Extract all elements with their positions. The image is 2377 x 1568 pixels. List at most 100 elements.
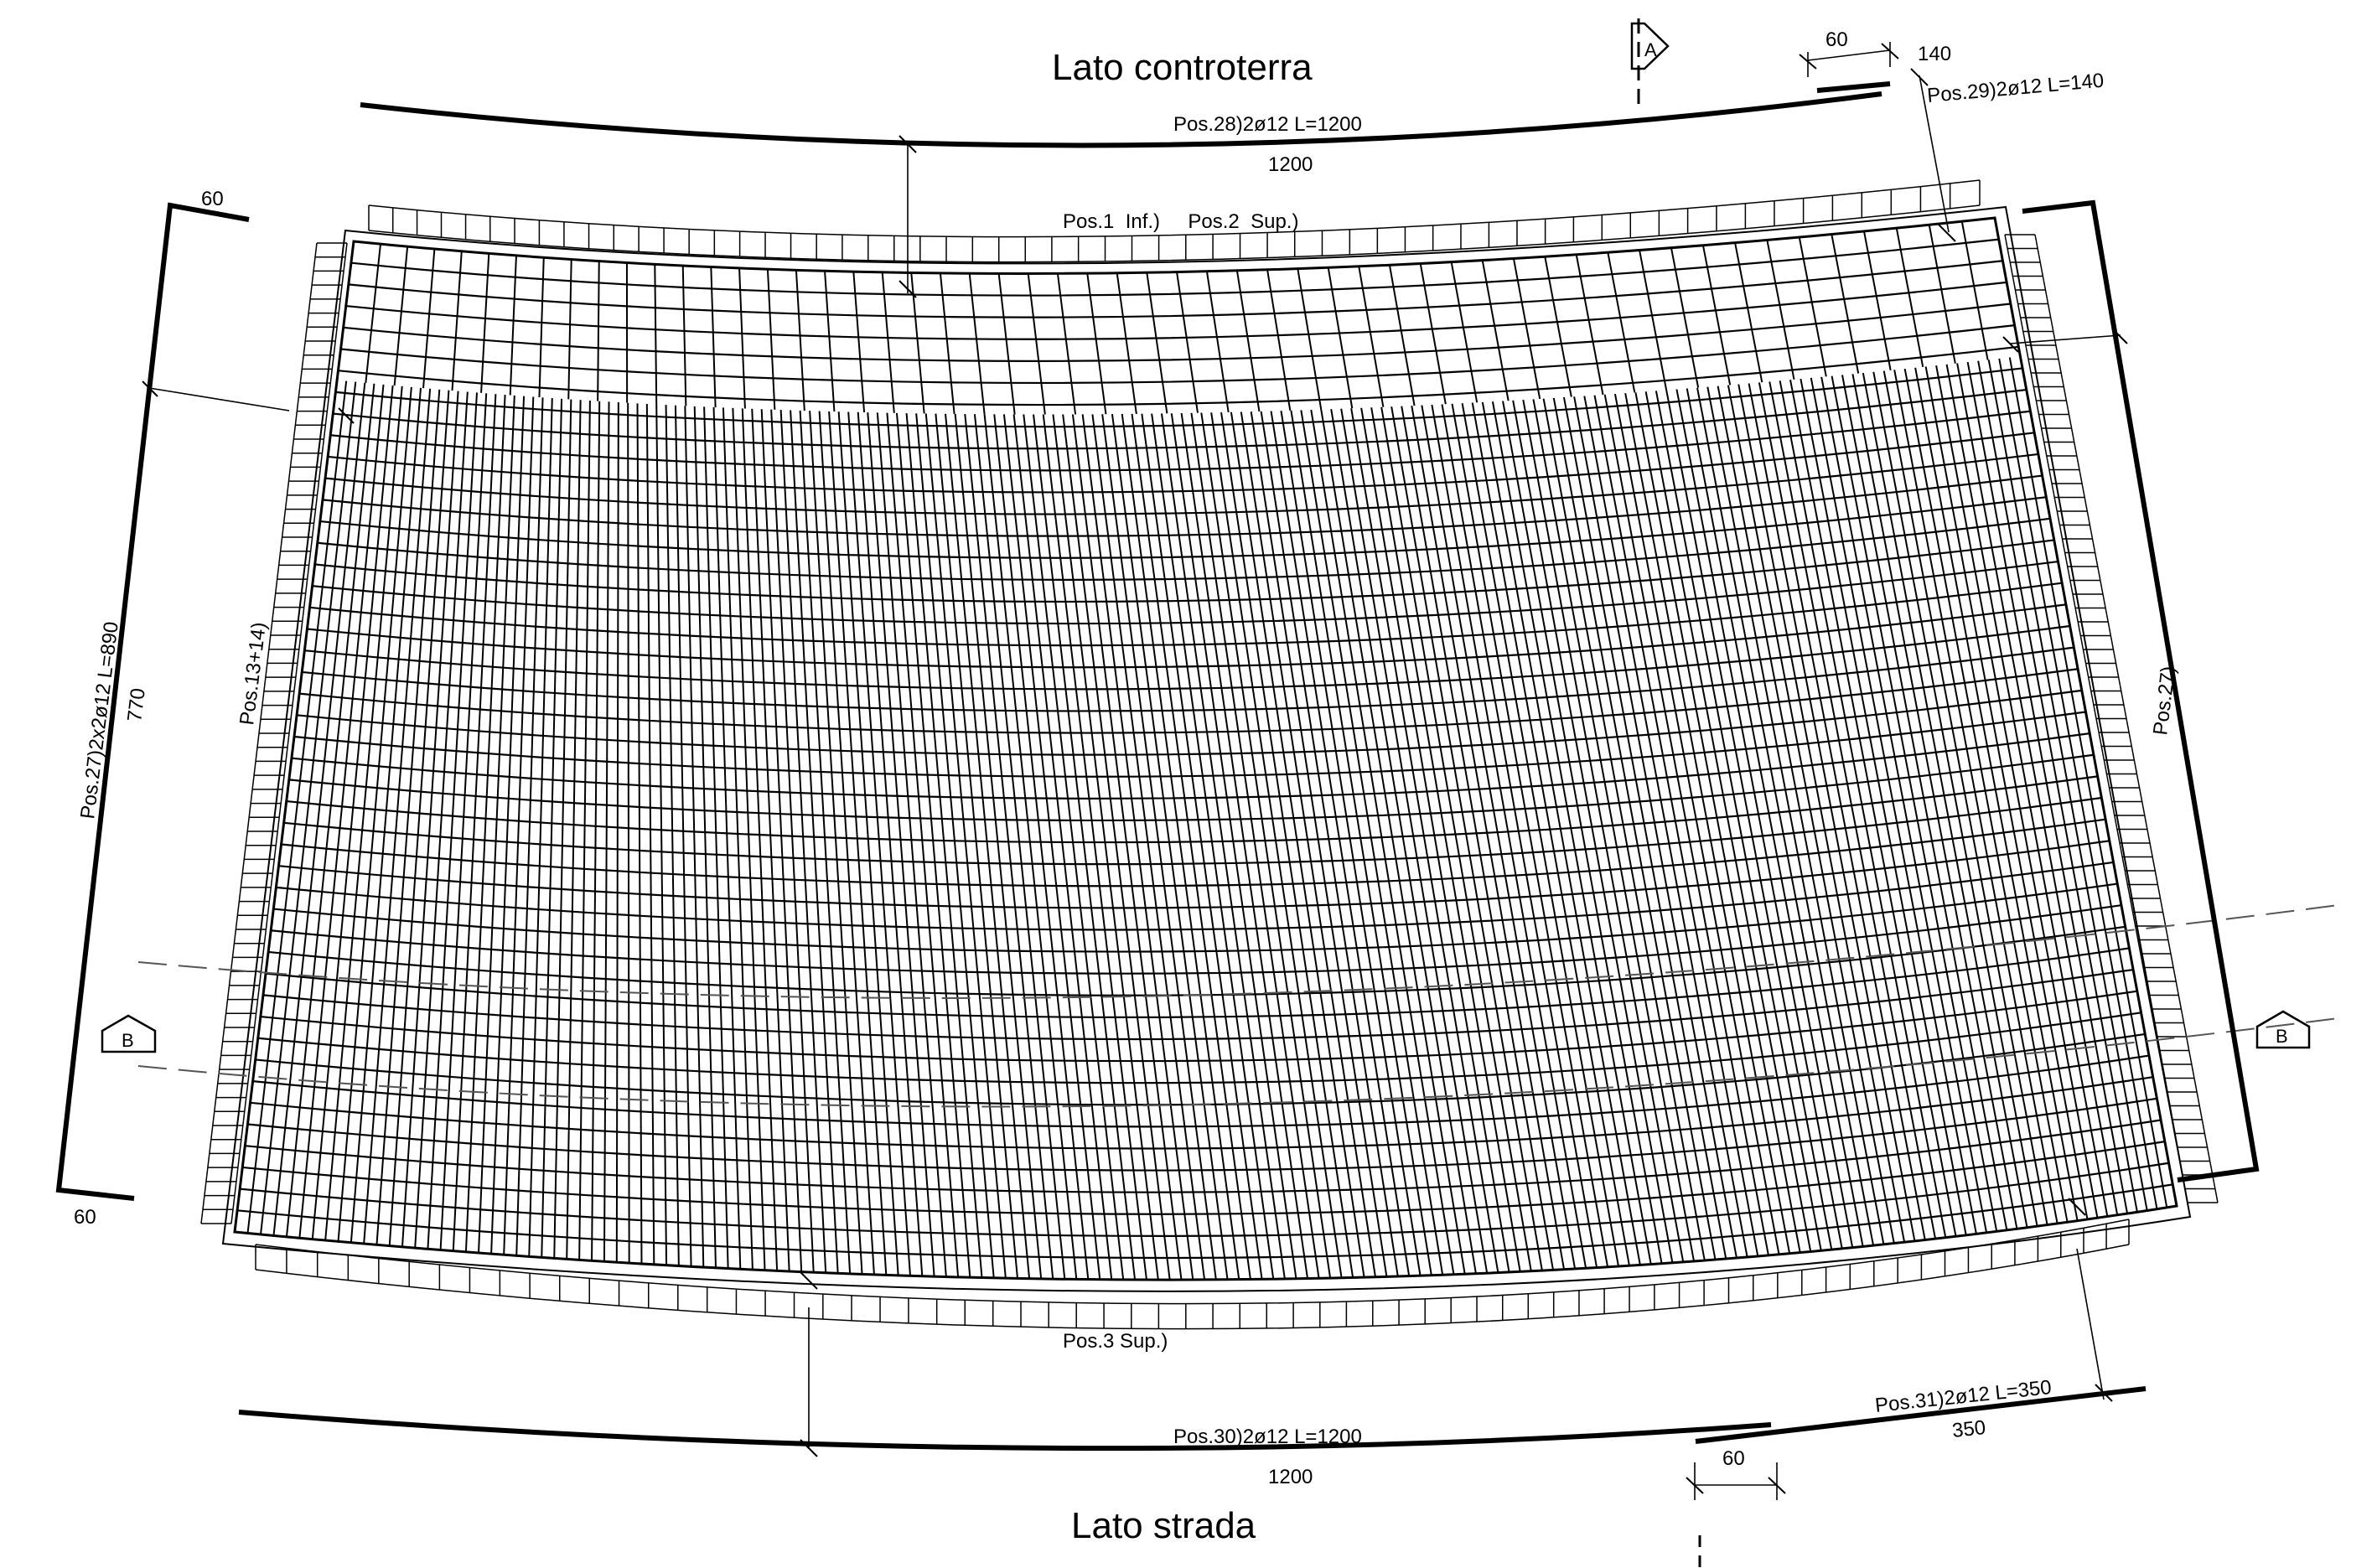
pos28-label: Pos.28)2ø12 L=1200 <box>1173 113 1362 136</box>
rebar-transverse <box>1502 401 1663 1264</box>
pos1-2-label: Pos.1 Inf.) Pos.2 Sup.) <box>1063 210 1298 233</box>
rebar-transverse <box>1862 230 1892 370</box>
hatch-bottom <box>255 1244 2130 1330</box>
rebar-transverse <box>246 380 348 1234</box>
rebar-transverse <box>738 267 746 409</box>
rebar-transverse <box>1862 372 2028 1229</box>
hatch-left <box>230 242 348 1224</box>
rebar-transverse <box>964 413 1054 1280</box>
rebar-transverse <box>285 383 375 1237</box>
rebar-transverse <box>828 411 888 1276</box>
pos30-label: Pos.30)2ø12 L=1200 <box>1173 1426 1362 1448</box>
rebar-transverse <box>1895 227 1924 368</box>
section-marker-b-right-label: B <box>2276 1026 2288 1047</box>
rebar-transverse <box>760 409 803 1272</box>
rebar-transverse <box>365 244 381 383</box>
rebar-transverse <box>1831 375 1998 1232</box>
rebar-transverse <box>452 394 497 1251</box>
rebar-transverse <box>422 249 436 389</box>
slab-outline <box>221 205 2192 1292</box>
rebar-transverse <box>1544 256 1572 397</box>
rebar-transverse <box>1358 266 1385 407</box>
rebar-transverse <box>1419 263 1447 405</box>
rebar-transverse <box>393 246 409 386</box>
rebar-transverse <box>578 400 591 1260</box>
rebar-transverse <box>693 406 717 1268</box>
rebar-transverse <box>924 413 1007 1279</box>
pos31-bar <box>1695 1386 2147 1444</box>
rebar-transverse <box>1441 404 1598 1268</box>
rebar-transverse <box>260 381 357 1235</box>
rebar-transverse <box>1220 411 1354 1278</box>
section-marker-a-label: A <box>1644 39 1657 60</box>
rebar-transverse <box>1141 413 1263 1280</box>
rebar-transverse <box>852 272 866 413</box>
rebar-transverse <box>1903 368 2069 1223</box>
dim-350: 350 <box>1951 1416 1987 1442</box>
rebar-transverse <box>1260 411 1399 1277</box>
rebar-transverse <box>1360 407 1510 1273</box>
rebar-transverse <box>1841 375 2008 1231</box>
rebar-transverse <box>567 259 572 400</box>
rebar-transverse <box>375 389 441 1245</box>
rebar-transverse <box>809 411 863 1275</box>
rebar-transverse <box>1810 377 1977 1234</box>
rebar-transverse <box>1091 414 1206 1281</box>
rebar-transverse <box>414 391 469 1249</box>
rebar-transverse <box>1552 397 1717 1260</box>
rebar-longitudinal <box>302 646 2074 712</box>
hatch-bottom <box>255 1219 2130 1305</box>
rebar-longitudinal <box>348 260 2003 318</box>
section-marker-b-left-label: B <box>122 1030 134 1051</box>
rebar-transverse <box>1327 267 1354 409</box>
rebar-transverse <box>1116 272 1137 414</box>
rebar-transverse <box>1071 414 1183 1281</box>
pos27-right-bar <box>2022 199 2260 1182</box>
rebar-transverse <box>1481 260 1510 401</box>
rebar-transverse <box>1956 363 2119 1216</box>
rebar-transverse <box>1851 374 2018 1229</box>
rebar-transverse <box>1401 406 1554 1270</box>
rebar-transverse <box>1388 265 1416 406</box>
pos30-bar <box>238 1410 1772 1452</box>
rebar-transverse <box>1180 412 1309 1279</box>
rebar-transverse <box>1924 366 2089 1220</box>
rebar-transverse <box>1320 409 1466 1275</box>
rebar-transverse <box>710 267 717 408</box>
rebar-transverse <box>1461 403 1620 1267</box>
rebar-transverse <box>1665 390 1833 1250</box>
rebar-transverse <box>1330 408 1477 1274</box>
rebar-transverse <box>939 272 955 415</box>
rebar-transverse <box>1928 225 1956 364</box>
rebar-transverse <box>1727 385 1895 1244</box>
rebar-transverse <box>1893 370 2059 1224</box>
rebar-transverse <box>1945 364 2109 1217</box>
rebar-transverse <box>1451 403 1609 1268</box>
rebar-transverse <box>1081 414 1194 1281</box>
rebar-transverse <box>566 400 582 1260</box>
rebar-transverse <box>1101 414 1217 1281</box>
rebar-transverse <box>1370 407 1521 1272</box>
rebar-transverse <box>1613 393 1780 1255</box>
rebar-transverse <box>363 388 432 1245</box>
dimension-ticks <box>142 43 2128 1494</box>
rebar-transverse <box>515 397 544 1256</box>
rebar-transverse <box>509 255 517 396</box>
rebar-transverse <box>837 411 899 1276</box>
rebar-transverse <box>881 272 895 413</box>
rebar-transverse <box>795 270 805 411</box>
rebar-transverse <box>1012 414 1113 1280</box>
rebar-transverse <box>1131 413 1251 1280</box>
rebar-transverse <box>1766 240 1795 380</box>
rebar-transverse <box>1820 376 1988 1234</box>
rebar-transverse <box>324 386 403 1241</box>
section-lines <box>137 904 2339 1108</box>
rebar-transverse <box>1190 412 1320 1279</box>
rebar-mesh <box>236 221 2173 1281</box>
rebar-transverse <box>1310 409 1455 1275</box>
rebar-transverse <box>684 406 705 1268</box>
rebar-transverse <box>1603 394 1769 1256</box>
rebar-transverse <box>1421 405 1577 1270</box>
rebar-longitudinal <box>345 281 2007 340</box>
